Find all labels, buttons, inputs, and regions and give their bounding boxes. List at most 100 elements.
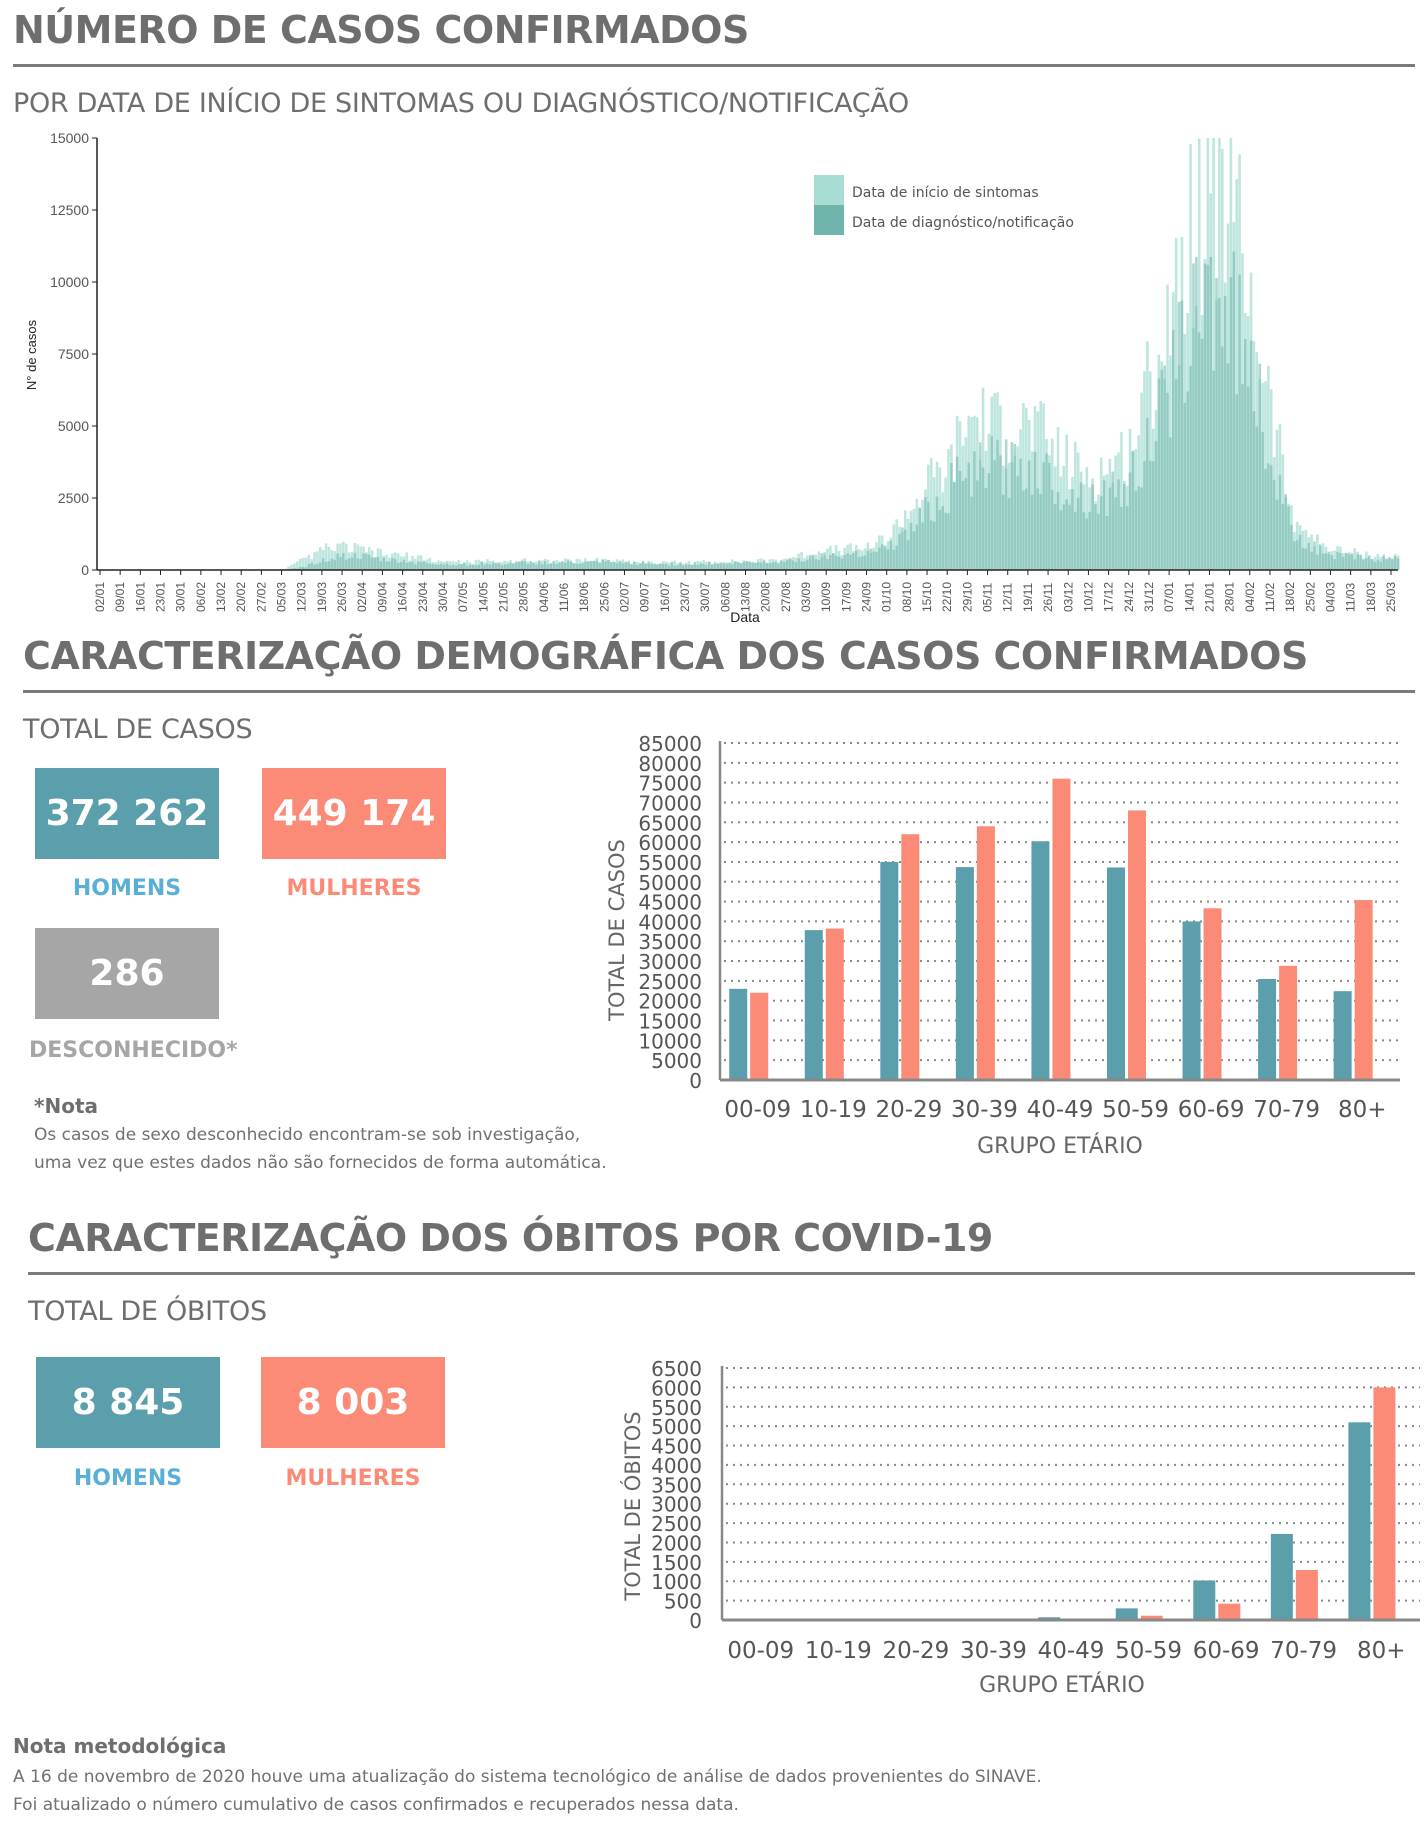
bar [875, 552, 878, 570]
bar [290, 564, 293, 570]
bar [523, 561, 527, 570]
bar [852, 553, 855, 570]
bar [1278, 475, 1282, 570]
y-tick-label: 2500 [651, 1512, 702, 1536]
x-tick-label: 07/05 [456, 582, 470, 612]
bar [857, 557, 861, 570]
bar [762, 560, 766, 570]
bar [1166, 392, 1169, 570]
bar [601, 559, 604, 570]
bar [293, 563, 296, 570]
bar [803, 561, 806, 570]
x-tick-label: 16/01 [133, 582, 147, 612]
bar [797, 558, 800, 570]
bar [733, 561, 737, 570]
bar [820, 553, 824, 570]
bar [1197, 332, 1201, 570]
bar [1261, 432, 1264, 570]
bar [295, 561, 299, 570]
chart-subtitle: POR DATA DE INÍCIO DE SINTOMAS OU DIAGNÓ… [13, 88, 909, 119]
x-tick-label: 02/07 [617, 582, 631, 612]
bar [1050, 489, 1054, 570]
y-tick-label: 2500 [58, 490, 89, 506]
bar [800, 551, 803, 570]
x-tick-label: 18/06 [577, 582, 591, 612]
men-cases-box: 372 262 [35, 768, 219, 859]
bar [929, 457, 933, 570]
bar [535, 564, 538, 570]
unknown-cases-value: 286 [89, 953, 165, 994]
bar [638, 563, 642, 570]
bar [1396, 558, 1400, 570]
x-tick-label: 31/12 [1142, 582, 1156, 612]
bar [1370, 559, 1374, 570]
x-tick-label: 04/03 [1323, 582, 1337, 612]
bar [938, 509, 942, 570]
bar [843, 554, 847, 570]
bar [1365, 557, 1368, 570]
bar [434, 564, 437, 570]
x-tick-label: 11/03 [1344, 583, 1358, 612]
bar [745, 561, 749, 570]
bar-men [729, 988, 748, 1080]
bar [710, 564, 714, 570]
bar [774, 561, 777, 570]
bar [1010, 442, 1014, 570]
bar-women [1295, 1569, 1318, 1620]
bar [627, 562, 630, 570]
bar-women [976, 826, 995, 1080]
bar [1269, 465, 1273, 570]
bar [414, 564, 417, 570]
bar [1039, 400, 1043, 570]
x-tick-label: 12/03 [295, 582, 309, 612]
bar [615, 563, 619, 570]
bar [918, 507, 921, 570]
bar [1223, 295, 1227, 570]
bar [912, 531, 916, 570]
section-title-deaths: CARACTERIZAÇÃO DOS ÓBITOS POR COVID-19 [28, 1216, 993, 1260]
y-tick-label: 0 [689, 1069, 702, 1093]
bar [431, 564, 434, 570]
bar [572, 563, 576, 570]
bar [1353, 548, 1357, 570]
women-cases-box: 449 174 [262, 768, 446, 859]
x-tick-label: 28/05 [517, 582, 531, 612]
bar [1235, 179, 1238, 570]
bar [869, 548, 872, 570]
bar [1048, 462, 1051, 570]
bar [1180, 300, 1184, 570]
bar [699, 563, 702, 570]
bar [892, 549, 896, 570]
bar [1171, 330, 1175, 570]
bar [1062, 504, 1066, 570]
bar [811, 554, 815, 570]
bar [491, 562, 495, 570]
x-tick-label: 14/05 [476, 582, 490, 612]
bar [336, 553, 339, 570]
bar [955, 456, 959, 570]
bar [1001, 494, 1005, 570]
bar [1013, 443, 1017, 570]
bar [903, 529, 907, 570]
bar [569, 561, 573, 570]
bar [474, 559, 478, 570]
bar [396, 562, 400, 570]
x-tick-label: 02/04 [355, 582, 369, 612]
bar [1367, 555, 1371, 570]
note-line-2: uma vez que estes dados não são fornecid… [34, 1153, 607, 1173]
bar [1016, 476, 1019, 570]
bar [540, 564, 544, 570]
bar [999, 455, 1002, 570]
bar [584, 561, 587, 570]
bar [552, 560, 556, 570]
bar [1085, 518, 1089, 570]
bar [1324, 553, 1328, 570]
bar [382, 557, 385, 570]
x-tick-label: 20/08 [759, 582, 773, 612]
x-tick-label: 07/01 [1162, 582, 1176, 612]
bar [929, 520, 933, 570]
bar [486, 563, 489, 570]
x-tick-label: 06/02 [194, 582, 208, 612]
bar [1189, 143, 1192, 570]
bar [725, 562, 728, 570]
